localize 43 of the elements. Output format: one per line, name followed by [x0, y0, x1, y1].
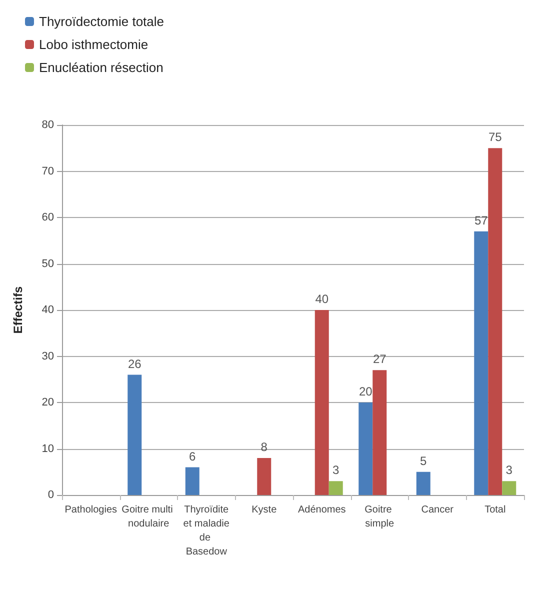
x-tick-label: Thyroïdite et maladie de Basedow: [180, 504, 232, 558]
y-tick-label: 80: [42, 119, 54, 131]
x-tick-label: Adénomes: [298, 504, 346, 516]
data-label: 3: [506, 463, 513, 478]
data-label: 6: [189, 449, 196, 464]
bar: [185, 467, 200, 495]
y-tick-label: 0: [48, 489, 54, 501]
y-tick-label: 10: [42, 442, 54, 455]
bar: [358, 402, 373, 495]
data-label: 57: [474, 213, 488, 228]
x-tick-label: Cancer: [421, 504, 454, 516]
y-tick-label: 70: [42, 165, 54, 178]
legend-label: Thyroïdectomie totale: [39, 14, 164, 29]
bar: [372, 370, 387, 495]
y-tick-label: 20: [42, 396, 54, 408]
x-tick-label: Pathologies: [64, 504, 118, 516]
x-tick-label: Kyste: [252, 504, 278, 516]
x-tick-label: Total: [484, 504, 506, 516]
bar: [128, 374, 142, 495]
y-tick-label: 40: [42, 304, 54, 316]
legend-label: Lobo isthmectomie: [39, 37, 148, 52]
data-label: 5: [420, 454, 428, 468]
data-label: 3: [332, 463, 340, 478]
y-tick-label: 30: [42, 350, 54, 362]
bar: [328, 481, 343, 495]
legend-label: Enucléation résection: [39, 60, 164, 75]
data-label: 20: [358, 384, 373, 398]
data-label: 27: [372, 352, 387, 366]
bar: [416, 472, 430, 495]
data-label: 8: [260, 440, 268, 454]
data-label: 75: [488, 130, 502, 144]
x-tick-label: Goitre multi nodulaire: [122, 504, 176, 530]
bar: [502, 481, 516, 495]
data-label: 40: [315, 292, 329, 306]
bar: [314, 310, 329, 495]
y-tick-label: 50: [42, 258, 54, 270]
y-axis-title: Effectifs: [11, 286, 25, 334]
x-tick-label: Goitre simple: [364, 504, 395, 530]
bar: [488, 148, 502, 495]
data-label: 26: [128, 356, 142, 371]
bar: [257, 458, 272, 495]
y-tick-label: 60: [42, 212, 54, 224]
bar: [474, 231, 488, 495]
